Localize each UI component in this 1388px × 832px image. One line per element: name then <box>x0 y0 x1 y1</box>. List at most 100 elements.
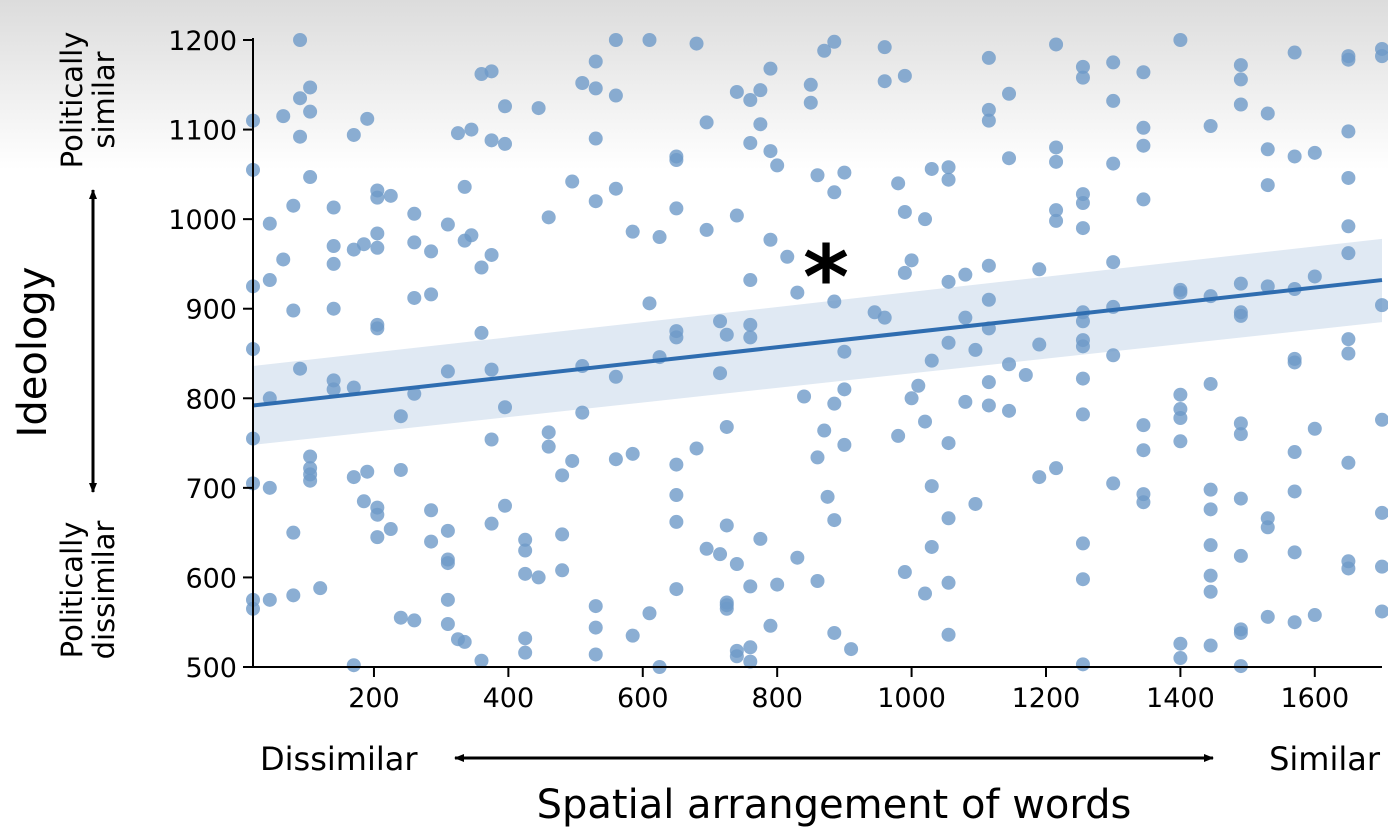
data-point <box>941 575 956 590</box>
data-point <box>293 33 308 47</box>
data-point <box>1136 443 1151 458</box>
data-point <box>924 161 939 176</box>
data-point <box>1075 407 1090 422</box>
data-point <box>713 366 728 381</box>
data-point <box>837 344 852 359</box>
data-point <box>588 194 603 209</box>
data-point <box>484 432 499 447</box>
data-point <box>729 649 744 664</box>
data-point <box>1375 559 1388 574</box>
data-point <box>837 382 852 397</box>
data-point <box>498 99 513 114</box>
data-point <box>827 294 842 309</box>
data-point <box>474 653 489 668</box>
data-point <box>790 550 805 565</box>
data-point <box>1233 491 1248 506</box>
data-point <box>407 290 422 305</box>
data-point <box>424 503 439 518</box>
data-point <box>1002 357 1017 372</box>
data-point <box>498 400 513 415</box>
data-point <box>1203 584 1218 599</box>
x-tick-label: 1200 <box>1012 683 1081 714</box>
data-point <box>669 488 684 503</box>
data-point <box>1307 608 1322 623</box>
x-low-label: Dissimilar <box>260 740 418 778</box>
data-point <box>262 480 277 495</box>
data-point <box>652 230 667 245</box>
data-point <box>518 631 533 646</box>
data-point <box>918 212 933 227</box>
data-point <box>276 109 291 124</box>
data-point <box>588 647 603 662</box>
data-point <box>1203 538 1218 553</box>
data-point <box>1075 572 1090 587</box>
data-point <box>518 645 533 660</box>
data-point <box>743 330 758 345</box>
data-point <box>383 188 398 203</box>
data-point <box>941 335 956 350</box>
data-point <box>642 33 657 47</box>
data-point <box>588 620 603 635</box>
data-point <box>1287 615 1302 630</box>
data-point <box>293 91 308 106</box>
data-point <box>941 160 956 175</box>
data-point <box>1075 536 1090 551</box>
data-point <box>743 654 758 669</box>
data-point <box>1341 246 1356 261</box>
data-point <box>1260 178 1275 193</box>
x-high-label: Similar <box>1269 740 1381 778</box>
data-point <box>713 314 728 329</box>
data-point <box>1260 520 1275 535</box>
data-point <box>1341 332 1356 347</box>
data-point <box>498 136 513 151</box>
data-point <box>326 256 341 271</box>
data-point <box>1106 476 1121 491</box>
data-point <box>464 228 479 243</box>
data-point <box>464 122 479 137</box>
data-point <box>531 101 546 116</box>
data-point <box>1136 138 1151 153</box>
y-tick-label: 900 <box>185 295 237 326</box>
data-point <box>719 327 734 342</box>
ticks-layer: 500 600 700 800 900 1000 1100 1200 200 400 600 800 1… <box>168 26 1349 714</box>
data-point <box>303 170 318 185</box>
data-point <box>1287 445 1302 460</box>
data-point <box>346 380 361 395</box>
data-point <box>262 216 277 231</box>
data-point <box>286 303 301 318</box>
data-point <box>393 462 408 477</box>
data-point <box>1106 93 1121 108</box>
data-point <box>1075 314 1090 329</box>
data-point <box>393 610 408 625</box>
data-point <box>1075 59 1090 74</box>
data-point <box>313 581 328 596</box>
data-point <box>743 93 758 108</box>
data-point <box>286 588 301 603</box>
data-point <box>1287 45 1302 60</box>
data-point <box>1136 418 1151 433</box>
data-point <box>565 174 580 189</box>
data-point <box>981 258 996 273</box>
data-point <box>1075 221 1090 236</box>
data-point <box>1136 192 1151 207</box>
data-point <box>1075 339 1090 354</box>
data-point <box>1341 346 1356 361</box>
data-point <box>1049 203 1064 218</box>
data-point <box>474 325 489 340</box>
data-point <box>440 556 455 571</box>
y-tick-label: 1000 <box>168 205 237 236</box>
data-point <box>827 396 842 411</box>
x-tick-label: 1400 <box>1146 683 1215 714</box>
data-point <box>1233 548 1248 563</box>
data-point <box>555 563 570 578</box>
data-point <box>407 386 422 401</box>
data-point <box>877 310 892 325</box>
data-point <box>1106 348 1121 363</box>
data-point <box>958 267 973 282</box>
y-high-label: Politically similar <box>55 31 121 169</box>
data-point <box>780 249 795 264</box>
x-tick-label: 400 <box>483 683 535 714</box>
data-point <box>424 244 439 259</box>
x-tick-label: 1600 <box>1280 683 1349 714</box>
data-point <box>625 224 640 239</box>
